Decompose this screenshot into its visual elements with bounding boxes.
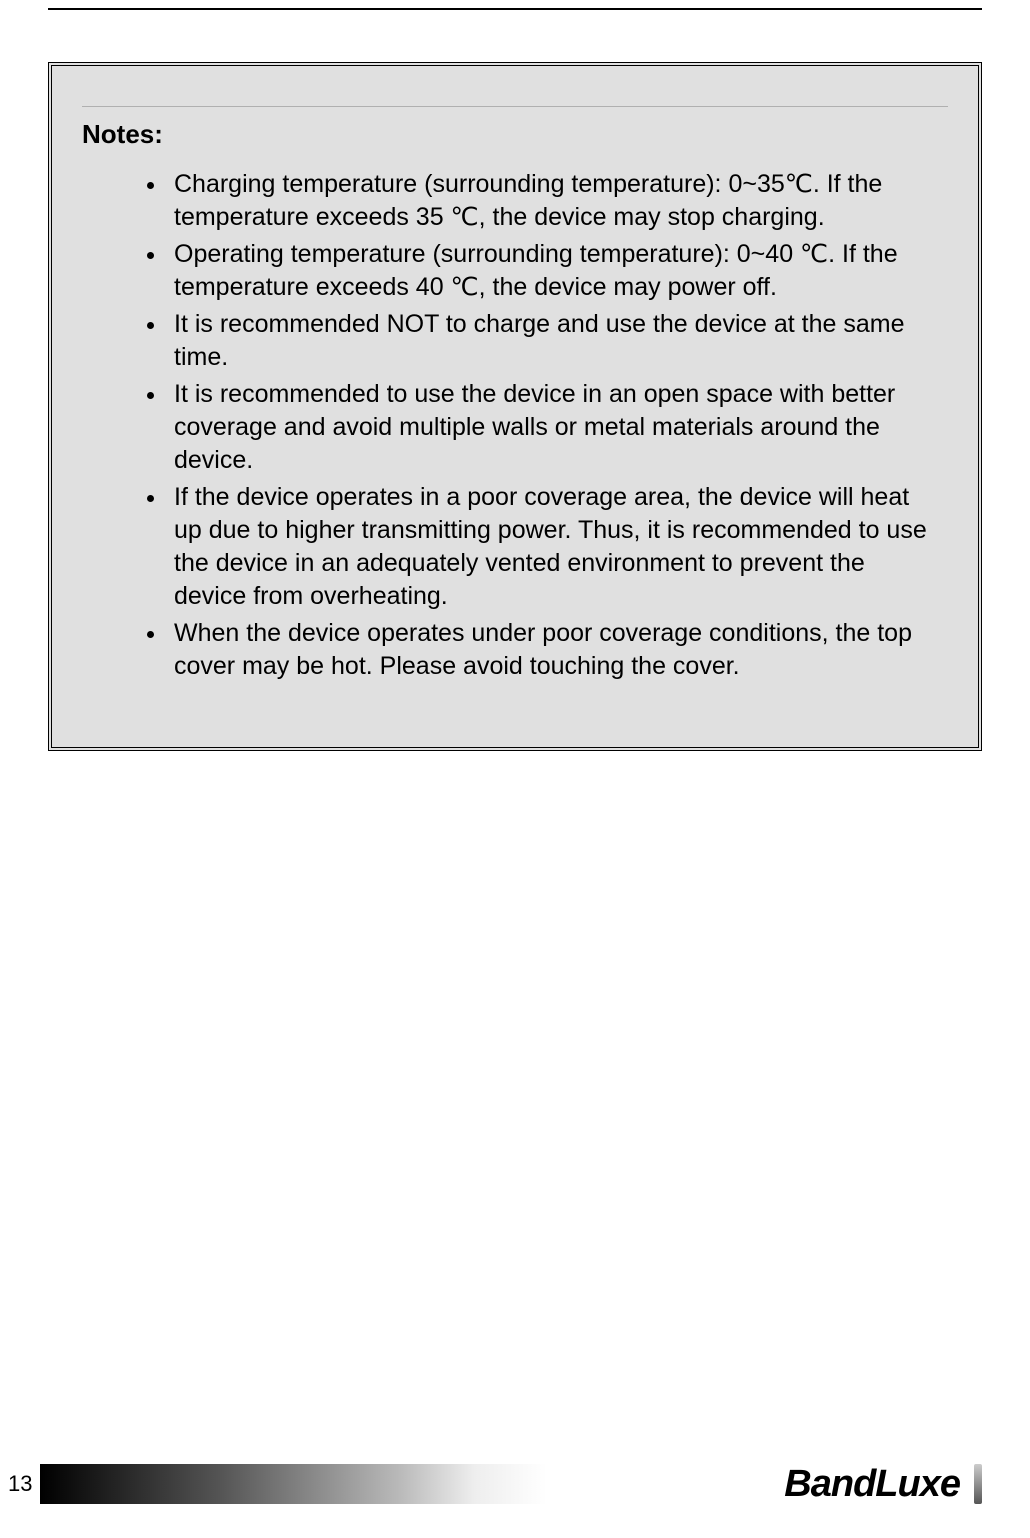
- brand-text: BandLuxe: [784, 1463, 960, 1506]
- notes-inner: Notes: Charging temperature (surrounding…: [82, 106, 948, 683]
- page-number: 13: [0, 1471, 40, 1497]
- notes-list: Charging temperature (surrounding temper…: [82, 168, 948, 683]
- notes-item: If the device operates in a poor coverag…: [168, 481, 938, 613]
- brand-bar-icon: [974, 1464, 982, 1504]
- notes-item: It is recommended to use the device in a…: [168, 378, 938, 477]
- notes-item: When the device operates under poor cove…: [168, 617, 938, 683]
- notes-box: Notes: Charging temperature (surrounding…: [48, 62, 982, 751]
- page-top-rule: [48, 8, 982, 10]
- brand-logo: BandLuxe: [784, 1464, 982, 1504]
- footer-gradient-bar: [40, 1464, 764, 1504]
- notes-item: It is recommended NOT to charge and use …: [168, 308, 938, 374]
- notes-item: Charging temperature (surrounding temper…: [168, 168, 938, 234]
- notes-heading: Notes:: [82, 119, 948, 150]
- notes-item: Operating temperature (surrounding tempe…: [168, 238, 938, 304]
- page-footer: 13 BandLuxe: [0, 1460, 982, 1508]
